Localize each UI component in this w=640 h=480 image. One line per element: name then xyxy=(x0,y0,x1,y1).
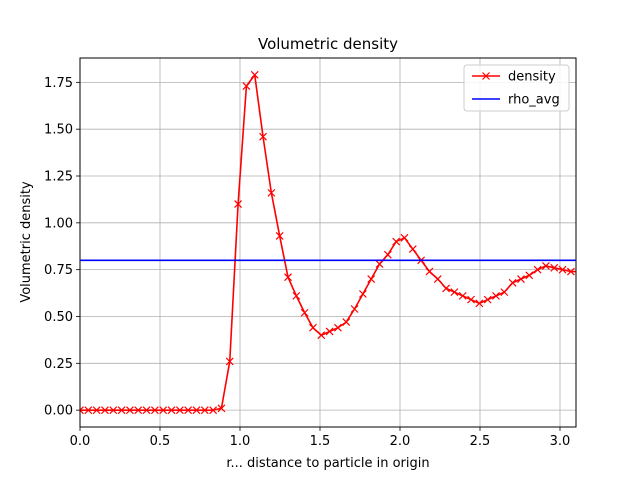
legend-label: rho_avg xyxy=(508,93,560,108)
series-line xyxy=(80,74,576,411)
data-point xyxy=(492,291,500,300)
series-layer xyxy=(80,70,576,415)
y-tick-label: 0.25 xyxy=(44,357,73,372)
data-point xyxy=(442,284,451,293)
data-point xyxy=(517,275,525,283)
data-point xyxy=(550,263,559,272)
legend-marker xyxy=(482,72,490,80)
x-tick-label: 2.5 xyxy=(470,434,491,449)
data-point xyxy=(101,406,109,415)
data-point xyxy=(358,290,367,298)
x-tick-label: 0.0 xyxy=(70,434,91,449)
data-point xyxy=(242,82,251,91)
data-point xyxy=(159,406,168,415)
data-point xyxy=(325,327,334,336)
data-point xyxy=(458,291,467,300)
x-tick-label: 0.5 xyxy=(150,434,171,449)
data-point xyxy=(267,188,276,197)
data-point xyxy=(367,275,376,283)
data-point xyxy=(275,232,284,240)
data-point xyxy=(292,291,301,300)
data-point xyxy=(250,70,259,79)
data-point xyxy=(383,250,392,259)
data-point xyxy=(558,265,567,274)
data-point xyxy=(433,275,442,283)
data-point xyxy=(217,404,226,413)
x-axis: 0.0 0.5 1.0 1.5 2.0 2.5 3.0 xyxy=(70,427,571,449)
legend-item: rho_avg xyxy=(472,93,560,108)
data-point xyxy=(259,132,267,141)
data-point xyxy=(450,288,459,297)
data-point xyxy=(184,406,193,415)
data-point xyxy=(317,331,326,340)
data-point xyxy=(109,406,118,415)
y-axis-label: Volumetric density xyxy=(19,181,34,303)
data-point xyxy=(400,233,409,242)
data-point xyxy=(92,406,101,415)
data-point xyxy=(525,271,534,280)
data-point xyxy=(200,406,209,415)
data-point xyxy=(533,265,542,274)
data-point xyxy=(566,267,575,276)
data-point xyxy=(142,406,151,415)
data-point xyxy=(150,406,159,415)
data-point xyxy=(467,295,475,304)
data-point xyxy=(300,308,309,317)
grid xyxy=(79,58,576,427)
x-tick-label: 2.0 xyxy=(390,434,411,449)
data-point xyxy=(84,406,93,415)
y-tick-label: 1.25 xyxy=(44,170,73,185)
y-tick-label: 1.00 xyxy=(44,216,73,231)
data-point xyxy=(508,278,517,287)
data-point xyxy=(125,406,134,415)
data-point xyxy=(408,245,417,253)
data-point xyxy=(134,406,143,415)
legend-label: density xyxy=(508,70,556,85)
legend-item: density xyxy=(472,70,556,85)
data-point xyxy=(425,267,434,276)
data-point xyxy=(500,288,509,297)
y-tick-label: 0.50 xyxy=(44,310,73,325)
legend: density rho_avg xyxy=(463,64,570,112)
data-point xyxy=(192,406,201,415)
x-tick-label: 1.0 xyxy=(230,434,251,449)
data-point xyxy=(392,237,401,246)
data-point xyxy=(80,406,84,415)
data-point xyxy=(209,406,218,415)
data-point xyxy=(575,267,576,276)
y-tick-label: 0.00 xyxy=(44,404,73,419)
y-tick-label: 1.75 xyxy=(44,76,73,91)
plot-frame xyxy=(79,57,577,428)
x-tick-label: 1.5 xyxy=(310,434,331,449)
data-point xyxy=(475,299,484,308)
data-point xyxy=(175,406,184,415)
data-point xyxy=(375,260,384,268)
x-axis-label: r... distance to particle in origin xyxy=(226,456,429,471)
y-tick-label: 0.75 xyxy=(44,263,73,278)
y-tick-label: 1.50 xyxy=(44,123,73,138)
data-point xyxy=(167,406,176,415)
data-point xyxy=(541,261,550,270)
data-point xyxy=(333,323,342,332)
y-axis: 0.00 0.25 0.50 0.75 1.00 1.25 1.50 1.75 xyxy=(44,76,80,419)
data-point xyxy=(225,357,234,366)
series-density xyxy=(80,70,576,415)
data-point xyxy=(309,323,317,332)
data-point xyxy=(117,406,126,415)
data-point xyxy=(234,200,243,209)
data-point xyxy=(284,273,292,282)
chart-title: Volumetric density xyxy=(258,35,398,53)
data-point xyxy=(342,318,351,327)
data-point xyxy=(350,305,359,313)
data-point xyxy=(483,295,492,304)
x-tick-label: 3.0 xyxy=(550,434,571,449)
